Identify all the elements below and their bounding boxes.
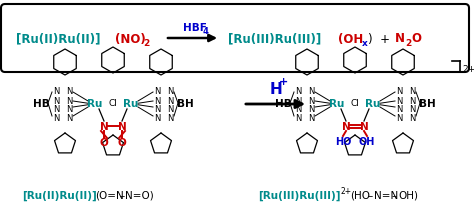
Text: N: N [295, 96, 301, 105]
Text: N: N [360, 121, 368, 131]
Text: N: N [396, 104, 402, 113]
Text: O: O [118, 137, 127, 147]
FancyBboxPatch shape [1, 5, 469, 73]
Text: N: N [308, 114, 314, 123]
Text: BH: BH [177, 98, 193, 109]
Text: N: N [154, 96, 160, 105]
Text: 2: 2 [405, 39, 411, 48]
Text: (OH: (OH [338, 32, 363, 45]
Text: [Ru(III)Ru(III)]: [Ru(III)Ru(III)] [258, 190, 340, 200]
Text: N: N [53, 104, 59, 113]
Text: O: O [411, 32, 421, 45]
Text: Cl: Cl [351, 99, 359, 108]
Text: N: N [154, 104, 160, 113]
Text: (O=N: (O=N [95, 190, 124, 200]
Text: Ru: Ru [329, 98, 345, 109]
Text: N: N [409, 86, 415, 95]
Text: N: N [409, 96, 415, 105]
Text: N: N [66, 96, 72, 105]
Text: BH: BH [419, 98, 436, 109]
Text: x: x [362, 39, 368, 48]
Text: 2: 2 [143, 39, 149, 48]
Text: N: N [308, 96, 314, 105]
Text: [Ru(II)Ru(II)]: [Ru(II)Ru(II)] [16, 32, 100, 45]
Text: N: N [167, 86, 173, 95]
Text: OH: OH [359, 136, 375, 146]
Text: –: – [392, 190, 397, 200]
Text: N: N [100, 121, 109, 131]
Text: N: N [53, 96, 59, 105]
Text: +: + [279, 77, 289, 87]
Text: O: O [100, 137, 109, 147]
Text: N: N [295, 114, 301, 123]
Text: )  +: ) + [368, 32, 390, 45]
Text: N: N [396, 96, 402, 105]
Text: N=N: N=N [374, 190, 398, 200]
Text: N: N [395, 32, 405, 45]
Text: Ru: Ru [123, 98, 139, 109]
Text: 4: 4 [203, 27, 209, 36]
Text: N: N [167, 104, 173, 113]
Text: (HO: (HO [350, 190, 370, 200]
Text: N: N [342, 121, 350, 131]
Text: (NO): (NO) [115, 32, 146, 45]
Text: N: N [66, 104, 72, 113]
Text: 2+: 2+ [341, 187, 352, 195]
Text: N=O): N=O) [125, 190, 154, 200]
Text: N: N [308, 86, 314, 95]
Text: N: N [167, 114, 173, 123]
Text: N: N [308, 104, 314, 113]
Text: N: N [53, 86, 59, 95]
Text: N: N [167, 96, 173, 105]
Text: N: N [295, 104, 301, 113]
Text: Cl: Cl [109, 99, 118, 108]
Text: N: N [396, 114, 402, 123]
Text: HB: HB [274, 98, 292, 109]
Text: N: N [409, 104, 415, 113]
Text: OH): OH) [398, 190, 418, 200]
Text: 2+: 2+ [462, 65, 474, 74]
Text: N: N [66, 86, 72, 95]
Text: HB: HB [33, 98, 49, 109]
Text: HBF: HBF [183, 23, 207, 33]
Text: HO: HO [335, 136, 351, 146]
Text: N: N [154, 114, 160, 123]
Text: –: – [119, 190, 124, 200]
Text: N: N [66, 114, 72, 123]
Text: [Ru(II)Ru(II)]: [Ru(II)Ru(II)] [22, 190, 97, 200]
Text: –: – [368, 190, 373, 200]
Text: N: N [295, 86, 301, 95]
Text: N: N [154, 86, 160, 95]
Text: N: N [53, 114, 59, 123]
Text: [Ru(III)Ru(III)]: [Ru(III)Ru(III)] [228, 32, 321, 45]
Text: Ru: Ru [365, 98, 381, 109]
Text: H: H [270, 81, 283, 96]
Text: N: N [396, 86, 402, 95]
Text: Ru: Ru [87, 98, 103, 109]
Text: N: N [409, 114, 415, 123]
Text: N: N [118, 121, 127, 131]
